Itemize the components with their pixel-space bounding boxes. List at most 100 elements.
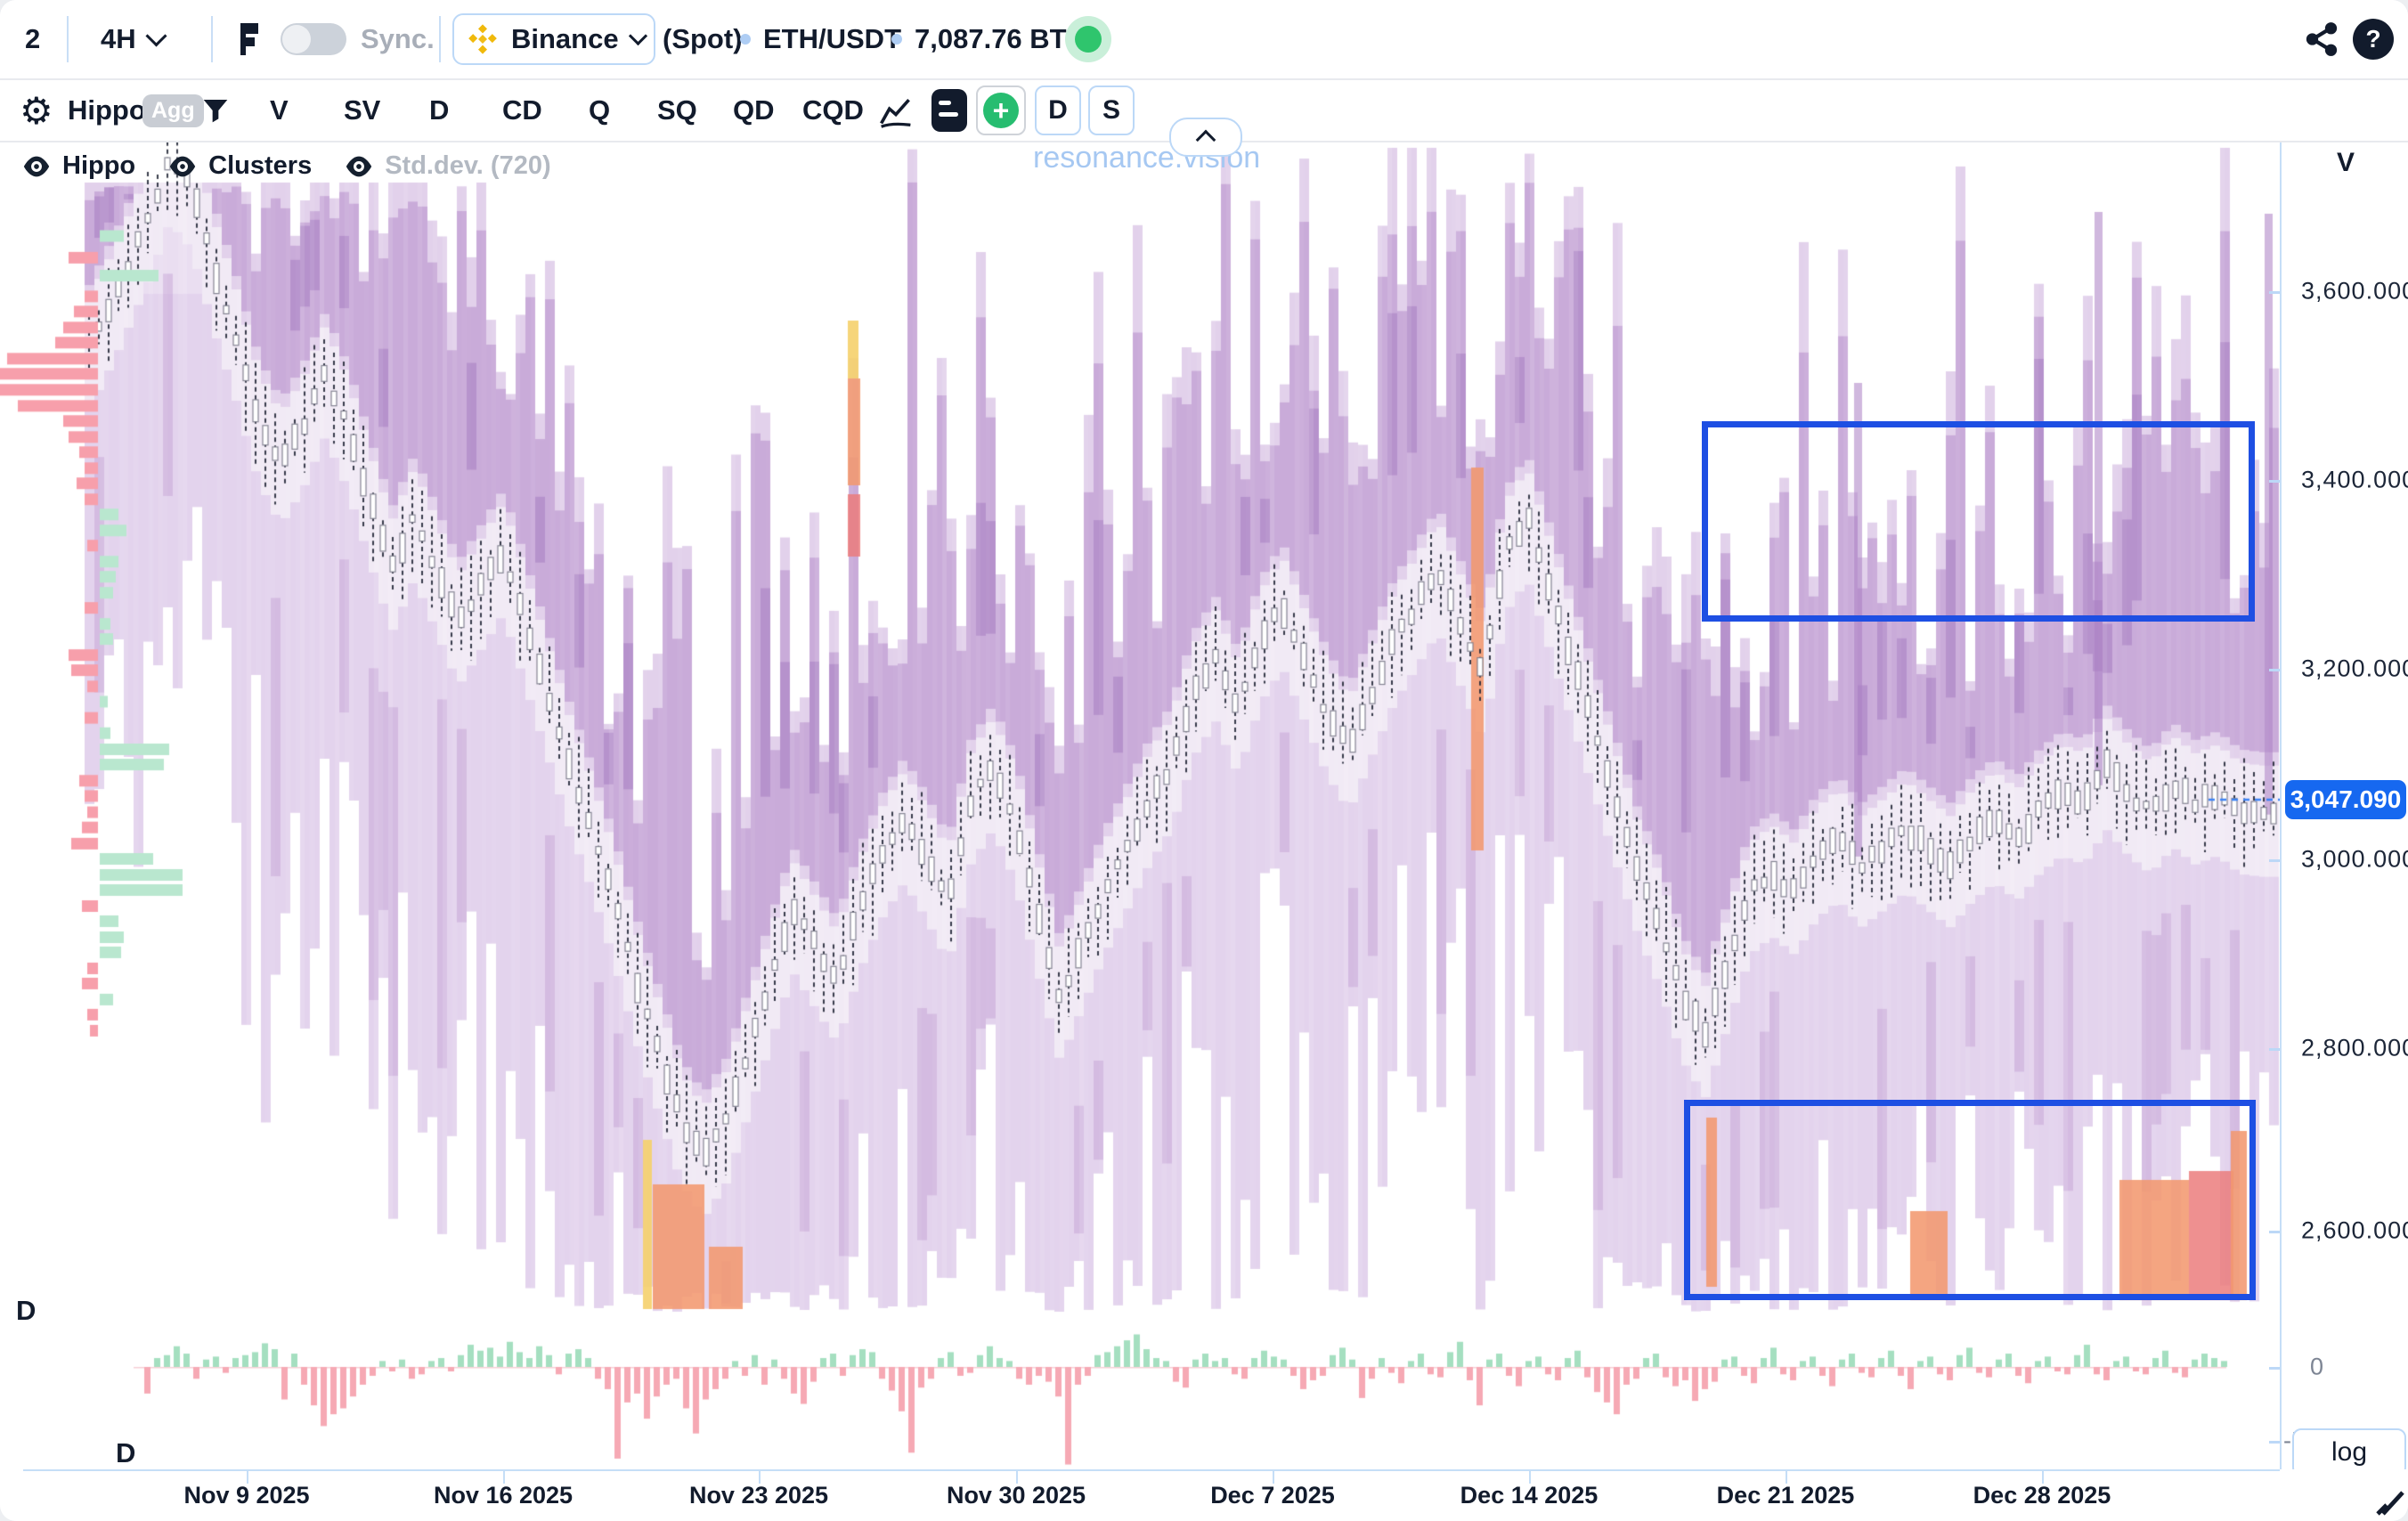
mode-q[interactable]: Q — [589, 94, 611, 126]
time-axis[interactable]: Nov 9 2025 Nov 16 2025 Nov 23 2025 Nov 30 2… — [0, 1469, 2408, 1521]
mode-sv[interactable]: SV — [344, 94, 381, 126]
time-axis-line — [23, 1469, 2280, 1471]
price-tick-label: 3,200.000 — [2301, 655, 2408, 682]
mode-v[interactable]: V — [270, 94, 289, 126]
volume-label: 7,087.76 BTC — [915, 23, 1086, 54]
resize-handle-icon[interactable] — [2376, 1489, 2406, 1516]
tool-name[interactable]: Hippo — [68, 94, 146, 126]
binance-logo-icon — [465, 21, 500, 57]
filter-button[interactable] — [201, 80, 230, 141]
s-button[interactable]: S — [1088, 85, 1135, 135]
sync-toggle[interactable]: Sync. — [281, 0, 435, 78]
mode-cqd[interactable]: CQD — [802, 94, 864, 126]
delta-panel-label: D — [16, 1295, 37, 1326]
log-scale-button[interactable]: log — [2292, 1428, 2406, 1476]
connection-status — [1065, 0, 1111, 78]
drawn-rectangle-1[interactable] — [1702, 421, 2255, 622]
time-tick-label: Dec 14 2025 — [1460, 1482, 1599, 1509]
mode-sq[interactable]: SQ — [657, 94, 697, 126]
exchange-label: Binance — [511, 23, 619, 54]
toggle-knob — [282, 25, 311, 53]
timeframe-dropdown[interactable]: 4H — [101, 0, 167, 78]
mode-d[interactable]: D — [429, 94, 450, 126]
time-tick-label: Dec 28 2025 — [1973, 1482, 2111, 1509]
delta-zero-label: 0 — [2310, 1353, 2324, 1380]
time-tick-mark — [247, 1469, 248, 1484]
divider — [211, 16, 213, 62]
settings-button[interactable]: ⚙ — [20, 80, 53, 141]
question-icon: ? — [2353, 19, 2394, 60]
funnel-icon — [203, 100, 228, 123]
gear-icon: ⚙ — [20, 89, 53, 132]
time-tick-mark — [2042, 1469, 2044, 1484]
price-tick-label: 3,000.000 — [2301, 845, 2408, 873]
heatmap-canvas[interactable] — [0, 141, 2280, 1471]
chart-area[interactable]: resonance.vision Hippo Clusters Std.dev.… — [0, 141, 2280, 1471]
share-button[interactable] — [2303, 0, 2340, 78]
mode-qd[interactable]: QD — [733, 94, 775, 126]
bar-replay-flag-icon[interactable] — [235, 0, 265, 78]
exchange-select[interactable]: Binance — [452, 13, 655, 65]
status-dot-icon — [1075, 26, 1102, 53]
divider — [439, 16, 441, 62]
price-tick-mark — [2269, 1048, 2280, 1051]
sync-label: Sync. — [361, 23, 435, 54]
price-tick-label: 2,600.000 — [2301, 1216, 2408, 1244]
dot-separator — [891, 0, 902, 78]
mode-cd[interactable]: CD — [502, 94, 542, 126]
price-tick-mark — [2269, 291, 2280, 294]
price-tick-label: 2,800.000 — [2301, 1034, 2408, 1061]
timeframe-label: 4H — [101, 23, 136, 54]
delta-panel-label-2: D — [116, 1437, 136, 1468]
eye-icon — [169, 156, 196, 176]
layout-count[interactable]: 2 — [25, 23, 41, 54]
time-tick-mark — [1273, 1469, 1274, 1484]
chart-legend: Hippo Clusters Std.dev. (720) — [21, 151, 551, 181]
time-tick-mark — [759, 1469, 761, 1484]
add-button[interactable]: + — [976, 85, 1026, 135]
top-bar: 2 4H Sync. Binance (Spot) ETH/USDT 7,087… — [0, 0, 2408, 80]
legend-clusters[interactable]: Clusters — [167, 151, 312, 181]
line-chart-icon — [880, 98, 911, 128]
legend-stddev[interactable]: Std.dev. (720) — [344, 151, 551, 181]
plus-icon: + — [983, 93, 1019, 128]
line-chart-toggle[interactable] — [876, 80, 915, 141]
chevron-down-icon — [628, 26, 647, 45]
chevron-down-icon — [145, 24, 167, 47]
price-tick-label: 3,400.000 — [2301, 466, 2408, 493]
price-tick-label: 3,600.000 — [2301, 277, 2408, 305]
delta-tick-mark — [2269, 1441, 2280, 1444]
help-button[interactable]: ? — [2353, 0, 2394, 78]
current-price-label: 3,047.090 — [2285, 780, 2406, 819]
time-tick-label: Nov 30 2025 — [946, 1482, 1086, 1509]
list-toggle[interactable] — [931, 80, 967, 141]
time-tick-label: Dec 7 2025 — [1210, 1482, 1335, 1509]
chevron-up-icon — [1195, 129, 1216, 150]
time-tick-label: Nov 16 2025 — [433, 1482, 574, 1509]
time-tick-label: Nov 23 2025 — [688, 1482, 829, 1509]
pair-label[interactable]: ETH/USDT — [763, 23, 901, 54]
share-icon — [2306, 22, 2338, 56]
price-tick-mark — [2269, 859, 2280, 862]
price-tick-mark — [2269, 480, 2280, 483]
legend-hippo[interactable]: Hippo — [21, 151, 135, 181]
time-tick-mark — [1529, 1469, 1531, 1484]
price-tick-mark — [2269, 669, 2280, 671]
divider — [67, 16, 69, 62]
agg-badge[interactable]: Agg — [142, 80, 204, 141]
delta-tick-mark — [2269, 1367, 2280, 1370]
market-type: (Spot) — [663, 23, 743, 54]
time-tick-mark — [1786, 1469, 1787, 1484]
time-tick-mark — [1016, 1469, 1018, 1484]
price-axis[interactable]: V 3,600.000 3,400.000 3,200.000 3,000.000 2,… — [2269, 141, 2408, 1476]
price-tick-mark — [2269, 1231, 2280, 1233]
drawn-rectangle-2[interactable] — [1684, 1100, 2256, 1300]
volume-axis-label: V — [2337, 148, 2355, 177]
delta-button[interactable]: D — [1035, 85, 1081, 135]
eye-icon — [346, 156, 372, 176]
time-tick-mark — [503, 1469, 505, 1484]
toggle-track[interactable] — [281, 23, 346, 55]
time-tick-label: Dec 21 2025 — [1716, 1482, 1855, 1509]
collapse-toolbar-button[interactable] — [1169, 118, 1242, 157]
